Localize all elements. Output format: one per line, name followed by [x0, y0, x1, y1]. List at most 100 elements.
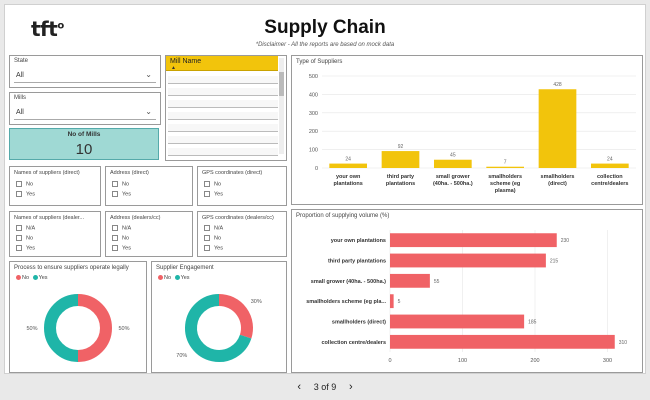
checkbox-no[interactable]: No [204, 181, 221, 187]
checkbox-na[interactable]: N/A [204, 225, 223, 231]
mills-slicer[interactable]: Mills All ⌄ [9, 92, 161, 125]
data-label: 45 [450, 153, 456, 159]
mill-name-slicer[interactable]: Mill Name ▲ [165, 55, 287, 161]
x-tick-label: smallholders (direct) [541, 174, 575, 187]
option-label: Yes [122, 245, 131, 252]
list-item[interactable] [168, 112, 278, 120]
option-label: Yes [26, 245, 35, 252]
x-tick-label-line: smallholders [541, 174, 575, 180]
list-item[interactable] [168, 136, 278, 144]
mills-value: All [16, 109, 24, 116]
x-tick-label-line: plantations [386, 181, 415, 187]
current-page: 3 [313, 382, 319, 392]
y-tick-label: 500 [309, 74, 318, 80]
option-label: No [214, 235, 222, 242]
data-label: 230 [561, 238, 570, 244]
x-tick-label-line: smallholders [488, 174, 522, 180]
legend-yes-label: Yes [180, 275, 190, 281]
filter-title: Names of suppliers (direct) [14, 170, 80, 176]
slice-label: 50% [26, 326, 37, 332]
list-item[interactable] [168, 100, 278, 108]
y-tick-label: 0 [315, 166, 318, 172]
checkbox-na[interactable]: N/A [112, 225, 131, 231]
logo-mark: o [57, 20, 64, 32]
report-canvas: tfto Supply Chain *Disclaimer - All the … [4, 4, 646, 374]
checkbox-yes[interactable]: Yes [112, 245, 131, 251]
bar [390, 273, 430, 288]
checkbox-no[interactable]: No [204, 235, 221, 241]
logo-text: tft [31, 17, 58, 41]
chart-title: Supplier Engagement [156, 265, 214, 271]
x-tick-label-line: collection [597, 174, 623, 180]
option-label: N/A [214, 225, 224, 232]
list-item[interactable] [168, 148, 278, 156]
data-label: 215 [550, 259, 559, 265]
bar [390, 334, 615, 349]
checkbox-yes[interactable]: Yes [16, 245, 35, 251]
tft-logo: tfto [31, 17, 64, 41]
x-tick-label: third party plantations [386, 174, 415, 187]
scrollbar[interactable] [279, 58, 284, 154]
x-tick-label: 0 [388, 358, 391, 364]
list-item[interactable] [168, 124, 278, 132]
sort-icon[interactable]: ▲ [171, 65, 176, 71]
gps-direct-filter: GPS coordinates (direct) No Yes [197, 166, 287, 206]
y-tick-label: your own plantations [331, 238, 386, 244]
chevron-down-icon[interactable]: ⌄ [145, 107, 152, 116]
slice-label: 70% [176, 353, 187, 359]
divider [14, 82, 156, 83]
checkbox-yes[interactable]: Yes [16, 191, 35, 197]
option-label: Yes [214, 191, 223, 198]
data-label: 428 [553, 82, 562, 88]
page-navigation-bar: ‹ 3 of 9 › [0, 375, 650, 400]
gps-dealers-filter: GPS coordinates (dealers/cc) N/A No Yes [197, 211, 287, 257]
list-item[interactable] [168, 88, 278, 96]
checkbox-yes[interactable]: Yes [204, 245, 223, 251]
data-label: 185 [528, 320, 537, 326]
checkbox-no[interactable]: No [112, 235, 129, 241]
checkbox-no[interactable]: No [16, 181, 33, 187]
legend-yes-marker [32, 275, 38, 281]
legend-no-label: No [22, 275, 30, 281]
state-slicer[interactable]: State All ⌄ [9, 55, 161, 88]
bar [433, 159, 472, 168]
supplier-engagement-donut-panel: Supplier Engagement No Yes 30% 70% [151, 261, 287, 373]
filter-title: GPS coordinates (dealers/cc) [202, 215, 274, 221]
checkbox-na[interactable]: N/A [16, 225, 35, 231]
slice-label: 50% [118, 326, 129, 332]
option-label: No [122, 235, 130, 242]
chevron-down-icon[interactable]: ⌄ [145, 70, 152, 79]
checkbox-no[interactable]: No [112, 181, 129, 187]
x-tick-label-line: centre/dealers [591, 181, 628, 187]
legal-process-donut-panel: Process to ensure suppliers operate lega… [9, 261, 147, 373]
chart-title: Process to ensure suppliers operate lega… [14, 265, 129, 271]
checkbox-yes[interactable]: Yes [204, 191, 223, 197]
supplier-engagement-donut-chart: 30% 70% [176, 294, 262, 362]
mill-name-header[interactable]: Mill Name ▲ [166, 56, 278, 71]
checkbox-yes[interactable]: Yes [112, 191, 131, 197]
list-item[interactable] [168, 76, 278, 84]
data-label: 24 [345, 157, 351, 163]
bar [390, 314, 525, 329]
next-page-button[interactable]: › [348, 381, 353, 393]
checkbox-no[interactable]: No [16, 235, 33, 241]
disclaimer-text: *Disclaimer - All the reports are based … [255, 42, 395, 48]
legend-no-label: No [164, 275, 172, 281]
filter-title: GPS coordinates (direct) [202, 170, 263, 176]
x-tick-label: 100 [458, 358, 467, 364]
x-tick-label-line: plasma) [495, 188, 516, 194]
filter-title: Address (direct) [110, 170, 149, 176]
bar [329, 163, 368, 168]
option-label: No [122, 181, 130, 188]
x-tick-label-line: small grower [436, 174, 471, 180]
scrollbar-thumb[interactable] [279, 72, 284, 96]
y-tick-label: 200 [309, 129, 318, 135]
bar [486, 166, 525, 168]
mills-label: Mills [14, 95, 26, 101]
data-label: 5 [398, 299, 401, 305]
option-label: No [214, 181, 222, 188]
option-label: No [26, 235, 34, 242]
previous-page-button[interactable]: ‹ [297, 381, 302, 393]
legal-process-donut-chart: 50% 50% [26, 294, 130, 362]
